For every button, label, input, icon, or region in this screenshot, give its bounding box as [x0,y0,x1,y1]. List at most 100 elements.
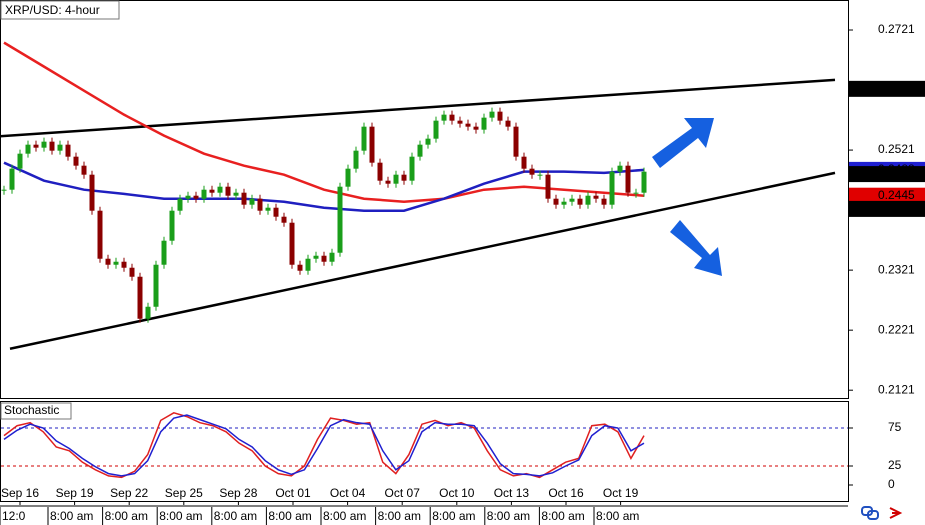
candle [553,198,559,205]
candle [1,189,7,191]
time-label: 8:00 am [268,509,311,523]
candle [33,144,39,148]
candle [233,192,239,196]
y-tick-label: 75 [888,420,902,434]
candle [369,126,375,163]
candle [585,195,591,205]
x-tick-label: Sep 25 [165,486,203,500]
candle [537,174,543,176]
up-arrow [652,118,714,168]
candle [129,267,135,277]
candle [265,207,271,211]
y-tick-label: 0.2321 [878,262,915,276]
y-tick-label: 0.2221 [878,322,915,336]
moving-average [3,161,645,212]
candle [497,111,503,121]
candle [561,201,567,205]
candle [209,189,215,193]
time-label: 8:00 am [596,509,639,523]
candle [513,126,519,157]
candle [185,195,191,199]
candle [489,111,495,118]
candle [609,171,615,205]
x-tick-label: Sep 16 [1,486,39,500]
candle [113,261,119,265]
candle [465,123,471,127]
candle [393,174,399,184]
candle [433,120,439,139]
candle [25,144,31,154]
candle [73,156,79,166]
time-label: 8:00 am [323,509,366,523]
candle [569,198,575,202]
x-tick-label: Oct 01 [275,486,311,500]
scroll-icon[interactable] [889,507,903,519]
candle [529,168,535,175]
link-icon[interactable] [861,506,879,520]
candle [521,156,527,169]
candle [409,156,415,181]
candle [49,141,55,151]
x-tick-label: Sep 19 [56,486,94,500]
time-label: 8:00 am [50,509,93,523]
candle [377,162,383,181]
indicator-title: Stochastic [4,403,59,417]
candle [577,198,583,205]
chart-title: XRP/USD: 4-hour [5,3,100,17]
down-arrow [670,220,722,276]
candle [457,120,463,124]
candle [345,168,351,187]
time-label: 8:00 am [432,509,475,523]
candle [625,165,631,193]
candle [385,180,391,184]
candle [9,168,15,190]
candle [593,195,599,199]
candle [193,195,199,199]
price-box-label: 0.2481 [878,166,915,180]
time-label: 8:00 am [214,509,257,523]
candle [81,165,87,175]
x-tick-label: Oct 16 [548,486,584,500]
x-tick-label: Sep 22 [110,486,148,500]
x-tick-label: Oct 04 [330,486,366,500]
candle [217,186,223,193]
link-icon-right[interactable] [867,510,879,520]
x-tick-label: Sep 28 [219,486,257,500]
candle [337,186,343,253]
candle [449,114,455,121]
price-box-label: 0.2423 [878,201,915,215]
candle [481,117,487,130]
time-label: 8:00 am [541,509,584,523]
candle [161,240,167,265]
price-box [849,200,925,217]
candle [505,120,511,127]
candle [633,192,639,194]
time-label: 8:00 am [487,509,530,523]
candle [313,255,319,259]
price-box-label: 0.2623 [878,81,915,95]
candle [641,171,647,193]
candle [305,258,311,271]
candle [225,186,231,196]
candle [249,198,255,205]
candle [297,264,303,271]
stochastic-pane [0,401,849,502]
y-tick-label: 0.2121 [878,382,915,396]
candle [257,198,263,211]
time-label: 8:00 am [159,509,202,523]
candle [545,174,551,199]
arrows [652,118,722,276]
stochastic-line [3,414,645,477]
indicator-title-box [0,402,72,420]
stochastic-line [3,411,645,479]
trendline [0,78,836,138]
candle [289,222,295,265]
price-box [849,187,925,204]
candle [353,150,359,169]
candle [65,144,71,157]
price-pane [0,0,849,399]
candle [361,126,367,151]
candle [105,258,111,265]
